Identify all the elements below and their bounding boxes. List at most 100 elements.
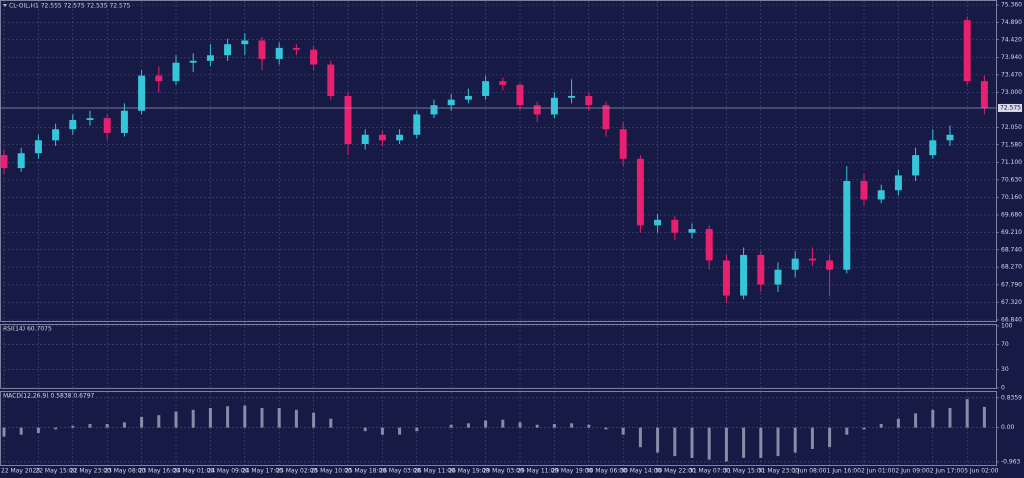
x-tick-label: 25 May 18:00 (345, 468, 386, 475)
x-tick-label: 24 May 09:00 (207, 468, 248, 475)
candle-body (980, 81, 988, 108)
x-tick-label: 30 May 14:00 (620, 468, 661, 475)
y-tick-label: 70 (1001, 341, 1009, 348)
x-tick-label: 25 May 02:00 (276, 468, 317, 475)
y-tick-label: 68.740 (1001, 246, 1022, 253)
y-tick-label: 69.680 (1001, 212, 1022, 219)
macd-bar (105, 424, 109, 428)
x-tick-label: 30 May 22:00 (655, 468, 696, 475)
candle-body (602, 105, 610, 130)
x-tick-label: 31 May 15:00 (723, 468, 764, 475)
y-tick-label: 75.360 (1001, 2, 1022, 9)
x-tick-label: 25 May 10:00 (311, 468, 352, 475)
x-tick-label: 26 May 03:00 (379, 468, 420, 475)
macd-bar (793, 427, 797, 453)
y-tick-label: 71.580 (1001, 141, 1022, 148)
candle-body (258, 40, 266, 59)
candle-body (69, 119, 77, 130)
x-tick-label: 29 May 11:00 (517, 468, 558, 475)
y-tick-label: 69.210 (1001, 229, 1022, 236)
candle-body (568, 95, 576, 98)
candle-body (241, 40, 249, 45)
x-tick-label: 23 May 16:00 (139, 468, 180, 475)
candle-body (86, 118, 94, 120)
candle-body (843, 180, 851, 270)
candle-body (155, 75, 163, 82)
y-tick-label: 67.320 (1001, 299, 1022, 306)
macd-bar (621, 427, 625, 435)
candle-body (327, 64, 335, 96)
candle-body (464, 95, 472, 100)
candle-body (499, 81, 507, 85)
macd-bar (449, 424, 453, 428)
macd-title: MACD(12,26,9) 0.5838 0.6797 (3, 393, 95, 400)
macd-bar (776, 427, 780, 457)
macd-bar (71, 425, 75, 428)
y-tick-label: 0.8359 (1001, 394, 1022, 401)
x-tick-label: 2 Jun 17:00 (930, 468, 964, 475)
candle-body (275, 47, 283, 59)
candle-body (963, 20, 971, 82)
x-tick-label: 31 May 07:00 (689, 468, 730, 475)
y-tick-label: 73.000 (1001, 89, 1022, 96)
candle-body (826, 260, 834, 270)
candle-body (0, 155, 8, 169)
x-tick-label: 23 May 08:00 (104, 468, 145, 475)
candle-body (722, 260, 730, 296)
candle-body (292, 47, 300, 50)
macd-bar (226, 406, 230, 428)
macd-bar (2, 427, 6, 437)
macd-bar (363, 427, 367, 432)
x-tick-label: 22 May 2023 (1, 468, 40, 475)
x-tick-label: 24 May 17:00 (242, 468, 283, 475)
y-tick-label: 0 (1001, 385, 1005, 392)
x-tick-label: 2 Jun 01:00 (861, 468, 895, 475)
candle-body (585, 95, 593, 106)
candle-body (17, 153, 25, 169)
last-price-label: 72.575 (1000, 104, 1021, 111)
macd-bar (88, 424, 92, 428)
candle-body (482, 81, 490, 96)
macd-bar (36, 427, 40, 433)
macd-bar (570, 423, 574, 428)
macd-bar (982, 406, 986, 428)
candle-body (808, 258, 816, 261)
macd-bar (174, 411, 178, 428)
macd-bar (879, 424, 883, 428)
candle-body (774, 269, 782, 285)
candle-body (361, 134, 369, 145)
macd-bar (329, 418, 333, 428)
macd-bar (294, 409, 298, 428)
macd-bar (415, 427, 419, 432)
macd-bar (948, 408, 952, 428)
macd-bar (587, 424, 591, 428)
macd-bar (810, 427, 814, 449)
x-tick-label: 29 May 19:00 (551, 468, 592, 475)
macd-bar (638, 427, 642, 448)
candle-body (929, 140, 937, 156)
macd-bar (742, 427, 746, 458)
y-tick-label: 72.050 (1001, 124, 1022, 131)
candle-body (860, 180, 868, 200)
y-tick-label: 70.630 (1001, 176, 1022, 183)
macd-bar (140, 416, 144, 428)
candle-body (396, 134, 404, 141)
macd-bar (828, 427, 832, 448)
macd-bar (759, 427, 763, 458)
macd-bar (157, 415, 161, 428)
x-tick-label: 5 Jun 02:00 (964, 468, 998, 475)
macd-bar (707, 427, 711, 460)
y-tick-label: 74.890 (1001, 19, 1022, 26)
macd-bar (552, 424, 556, 428)
macd-bar (931, 409, 935, 428)
x-tick-label: 31 May 23:00 (758, 468, 799, 475)
x-tick-label: 22 May 15:00 (35, 468, 76, 475)
candle-body (946, 134, 954, 141)
y-tick-label: 74.420 (1001, 36, 1022, 43)
macd-bar (690, 427, 694, 458)
candle-body (430, 105, 438, 115)
x-tick-label: 24 May 01:00 (173, 468, 214, 475)
y-tick-label: 71.100 (1001, 159, 1022, 166)
